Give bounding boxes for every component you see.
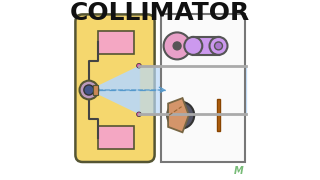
Circle shape <box>167 102 194 129</box>
Bar <box>161 14 244 162</box>
Circle shape <box>184 37 202 55</box>
Circle shape <box>137 63 141 68</box>
Circle shape <box>164 32 191 59</box>
FancyBboxPatch shape <box>76 14 155 162</box>
Circle shape <box>173 42 181 50</box>
Circle shape <box>137 112 141 117</box>
Circle shape <box>80 81 98 99</box>
Circle shape <box>214 42 222 50</box>
Polygon shape <box>168 98 189 132</box>
Bar <box>193 37 219 55</box>
Bar <box>98 31 134 54</box>
Polygon shape <box>139 66 246 114</box>
Bar <box>98 126 134 149</box>
Text: COLLIMATOR: COLLIMATOR <box>70 1 250 25</box>
Polygon shape <box>89 66 139 114</box>
Bar <box>93 85 98 95</box>
Circle shape <box>84 85 94 95</box>
Circle shape <box>210 37 228 55</box>
Text: M: M <box>234 166 244 176</box>
Bar <box>217 99 220 131</box>
